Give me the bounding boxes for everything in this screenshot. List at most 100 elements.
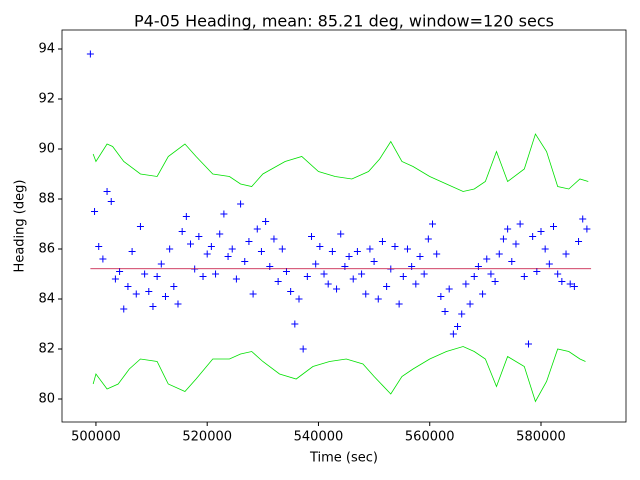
point — [566, 280, 574, 288]
point — [458, 310, 466, 318]
point — [508, 258, 516, 265]
point — [554, 270, 562, 278]
point — [483, 255, 491, 263]
point — [178, 228, 186, 235]
point — [303, 273, 311, 280]
point — [470, 273, 478, 280]
point — [479, 290, 487, 298]
point — [575, 238, 583, 245]
point — [95, 243, 103, 250]
point — [282, 268, 290, 275]
plot-frame — [61, 29, 627, 423]
point — [153, 273, 161, 280]
point — [145, 288, 153, 295]
point — [141, 270, 149, 278]
point — [333, 285, 341, 293]
point — [358, 270, 366, 278]
point — [491, 278, 499, 285]
point — [249, 290, 257, 298]
point — [533, 268, 541, 275]
point — [395, 300, 403, 308]
point — [537, 228, 545, 235]
point — [429, 220, 437, 228]
y-axis-label: Heading (deg) — [13, 180, 28, 273]
point — [412, 280, 420, 288]
point — [495, 250, 503, 258]
y-tick-label: 92 — [38, 92, 55, 107]
point — [487, 270, 495, 278]
x-tick-label: 520000 — [182, 430, 232, 445]
point — [86, 50, 94, 58]
x-tick-label: 580000 — [516, 430, 566, 445]
point — [253, 225, 261, 233]
line — [92, 133, 589, 192]
point — [524, 340, 532, 348]
point — [466, 300, 474, 308]
point — [278, 245, 286, 253]
point — [558, 278, 566, 285]
point — [570, 283, 578, 290]
point — [308, 233, 316, 240]
line — [92, 346, 586, 403]
y-tick-label: 86 — [38, 242, 55, 257]
y-tick-label: 82 — [38, 342, 55, 357]
point — [516, 220, 524, 228]
point — [383, 283, 391, 290]
point — [203, 250, 211, 258]
point — [583, 225, 591, 233]
point — [157, 260, 165, 268]
point — [391, 243, 399, 250]
point — [550, 223, 558, 230]
point — [541, 245, 549, 253]
point — [270, 235, 278, 243]
x-tick-label: 540000 — [294, 430, 344, 445]
point — [320, 270, 328, 278]
point — [228, 245, 236, 253]
point — [166, 245, 174, 253]
y-tick-label: 84 — [38, 292, 55, 307]
y-tick-label: 80 — [38, 392, 55, 407]
point — [161, 293, 169, 300]
point — [91, 208, 99, 215]
y-tick-label: 90 — [38, 142, 55, 157]
point — [562, 250, 570, 258]
point — [420, 270, 428, 278]
point — [274, 278, 282, 285]
point — [132, 290, 140, 298]
point — [454, 323, 462, 330]
point — [316, 243, 324, 250]
point — [362, 290, 370, 298]
point — [403, 245, 411, 253]
point — [216, 230, 224, 238]
point — [187, 240, 195, 248]
point — [124, 283, 132, 290]
point — [128, 248, 136, 255]
point — [116, 268, 124, 275]
point — [224, 253, 232, 260]
point — [241, 258, 249, 265]
point — [349, 275, 357, 283]
point — [416, 253, 424, 260]
x-tick-label: 500000 — [71, 430, 121, 445]
x-axis-label: Time (sec) — [309, 451, 378, 466]
point — [291, 320, 299, 328]
point — [103, 188, 111, 195]
chart-title: P4-05 Heading, mean: 85.21 deg, window=1… — [134, 12, 554, 31]
point — [120, 305, 128, 313]
point — [378, 238, 386, 245]
point — [449, 330, 457, 338]
point — [337, 230, 345, 238]
point — [504, 225, 512, 233]
point — [437, 293, 445, 300]
point — [212, 270, 220, 278]
point — [512, 240, 520, 248]
point — [99, 255, 107, 263]
point — [462, 280, 470, 288]
point — [345, 253, 353, 260]
point — [499, 235, 507, 243]
point — [232, 275, 240, 283]
point — [370, 258, 378, 265]
